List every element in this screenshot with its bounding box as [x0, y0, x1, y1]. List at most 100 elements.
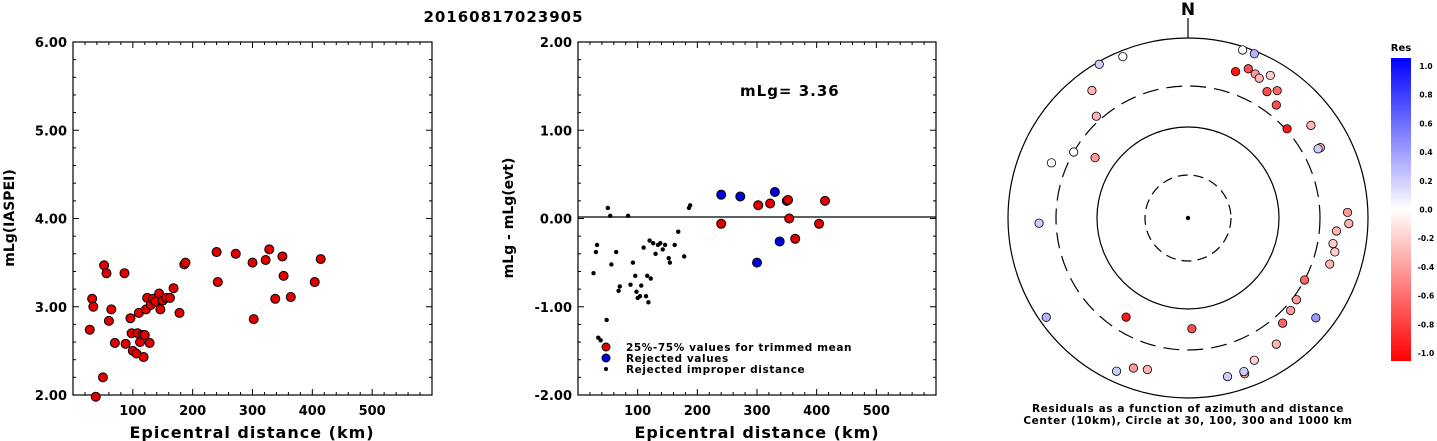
middle-trimmed-point — [716, 218, 727, 229]
left-x-axis-label: Epicentral distance (km) — [129, 423, 374, 441]
middle-rejected-distance-point — [687, 203, 693, 208]
map-station-point — [1344, 219, 1354, 229]
map-station-point — [1299, 275, 1310, 285]
middle-rejected-distance-point — [593, 249, 599, 255]
middle-rejected-distance-point — [633, 273, 638, 279]
middle-rejected-distance-point — [643, 293, 649, 299]
left-data-point — [155, 304, 166, 315]
colorbar-title: Res — [1391, 43, 1411, 54]
map-station-point — [1237, 45, 1248, 55]
middle-rejected-point — [769, 187, 780, 198]
left-data-point — [125, 313, 136, 324]
map-station-point — [1239, 366, 1249, 377]
left-data-point — [103, 315, 114, 326]
map-station-point — [1249, 49, 1259, 59]
ring-100km — [1096, 126, 1280, 310]
event-id-title: 20160817023905 — [423, 8, 584, 26]
left-x-ticks: 100 200 300 400 500 — [72, 42, 433, 419]
middle-trimmed-point — [765, 198, 776, 209]
map-caption-line1: Residuals as a function of azimuth and d… — [1032, 403, 1344, 415]
left-data-point — [278, 270, 289, 281]
map-station-point — [1254, 73, 1264, 83]
map-caption-line2: Center (10km), Circle at 30, 100, 300 an… — [1023, 415, 1352, 427]
left-data-point — [101, 268, 112, 279]
left-data-point — [277, 251, 288, 262]
middle-rejected-distance-point — [605, 205, 611, 211]
middle-rejected-distance-point — [660, 247, 665, 252]
map-station-point — [1121, 312, 1131, 322]
colorbar-tick-label: -0.6 — [1418, 292, 1434, 301]
middle-y-tick-label: -1.00 — [535, 301, 572, 316]
map-station-point — [1278, 318, 1288, 328]
middle-rejected-distance-point — [598, 338, 603, 343]
left-points — [84, 244, 326, 402]
mlg-annotation: mLg= 3.36 — [740, 82, 840, 100]
middle-x-axis-label: Epicentral distance (km) — [634, 423, 879, 441]
map-station-point — [1271, 339, 1281, 349]
middle-rejected-point — [752, 257, 762, 268]
left-x-tick-label: 400 — [299, 404, 326, 419]
middle-rejected-distance-point — [625, 213, 631, 219]
left-data-point — [139, 329, 150, 340]
left-y-axis-label: mLg(IASPEI) — [2, 169, 18, 267]
middle-legend: 25%-75% values for trimmed meanRejected … — [601, 342, 852, 376]
middle-x-tick-label: 300 — [743, 404, 770, 419]
left-data-point — [230, 248, 241, 259]
left-data-point — [285, 292, 296, 303]
middle-rejected-point — [735, 191, 746, 202]
map-station-point — [1128, 363, 1139, 373]
colorbar-tick-label: -1.0 — [1418, 349, 1434, 358]
left-y-tick-label: 6.00 — [35, 36, 67, 51]
legend-entry-label: Rejected improper distance — [626, 364, 805, 376]
legend-entry-label: Rejected values — [626, 353, 729, 365]
ring-300km — [1055, 85, 1321, 351]
left-data-point — [119, 268, 130, 279]
left-data-point — [97, 372, 108, 383]
map-station-point — [1034, 218, 1044, 228]
map-station-point — [1311, 313, 1321, 323]
middle-rejected-distance-point — [647, 238, 652, 243]
left-data-point — [84, 324, 95, 335]
middle-rejected-distance-point — [667, 260, 673, 265]
middle-rejected-distance-point — [676, 229, 681, 234]
left-data-point — [315, 254, 326, 265]
left-x-tick-label: 100 — [119, 404, 146, 419]
map-station-point — [1187, 324, 1197, 334]
legend-marker — [601, 353, 611, 363]
colorbar-tick-label: -0.2 — [1418, 234, 1434, 243]
left-x-tick-label: 300 — [239, 404, 266, 419]
middle-rejected-point — [716, 189, 727, 200]
colorbar-labels: 1.0 0.8 0.6 0.4 0.2 0.0 -0.2 -0.4 -0.6 -0.8 -1.0 — [1418, 62, 1434, 358]
map-station-point — [1243, 64, 1253, 74]
map-station-point — [1222, 371, 1233, 382]
middle-rejected-distance-point — [594, 242, 600, 248]
left-data-point — [247, 257, 258, 268]
middle-rejected-distance-point — [628, 282, 633, 287]
left-data-point — [90, 391, 101, 402]
map-station-point — [1230, 67, 1241, 77]
map-station-point — [1118, 52, 1128, 62]
left-y-tick-label: 3.00 — [35, 301, 67, 316]
left-y-tick-label: 5.00 — [35, 124, 67, 139]
middle-rejected-point — [774, 236, 785, 247]
middle-rejected-distance-point — [634, 289, 639, 294]
map-station-point — [1142, 364, 1152, 375]
colorbar-tick-label: 0.0 — [1419, 206, 1432, 215]
map-station-point — [1331, 226, 1342, 236]
middle-rejected-distance-point — [672, 242, 677, 248]
map-station-point — [1091, 111, 1101, 121]
map-station-point — [1313, 144, 1323, 154]
middle-x-tick-label: 100 — [624, 404, 651, 419]
middle-y-tick-label: 0.00 — [540, 213, 572, 228]
middle-rejected-distance-point — [591, 271, 596, 276]
left-data-point — [211, 247, 222, 258]
middle-trimmed-point — [820, 195, 831, 206]
middle-chart: -2.00 -1.00 0.00 1.00 2.00 100 200 300 400 500 m… — [501, 36, 937, 441]
left-x-tick-label: 500 — [359, 404, 386, 419]
left-data-point — [120, 338, 131, 349]
left-data-point — [164, 292, 175, 303]
middle-rejected-distance-point — [616, 288, 621, 294]
left-data-point — [106, 304, 117, 315]
middle-rejected-distance-point — [641, 245, 646, 250]
residual-colorbar: Res 1.0 0.8 0.6 0.4 0.2 0.0 -0.2 -0.4 -0.6 -0.8 -1… — [1391, 43, 1434, 361]
